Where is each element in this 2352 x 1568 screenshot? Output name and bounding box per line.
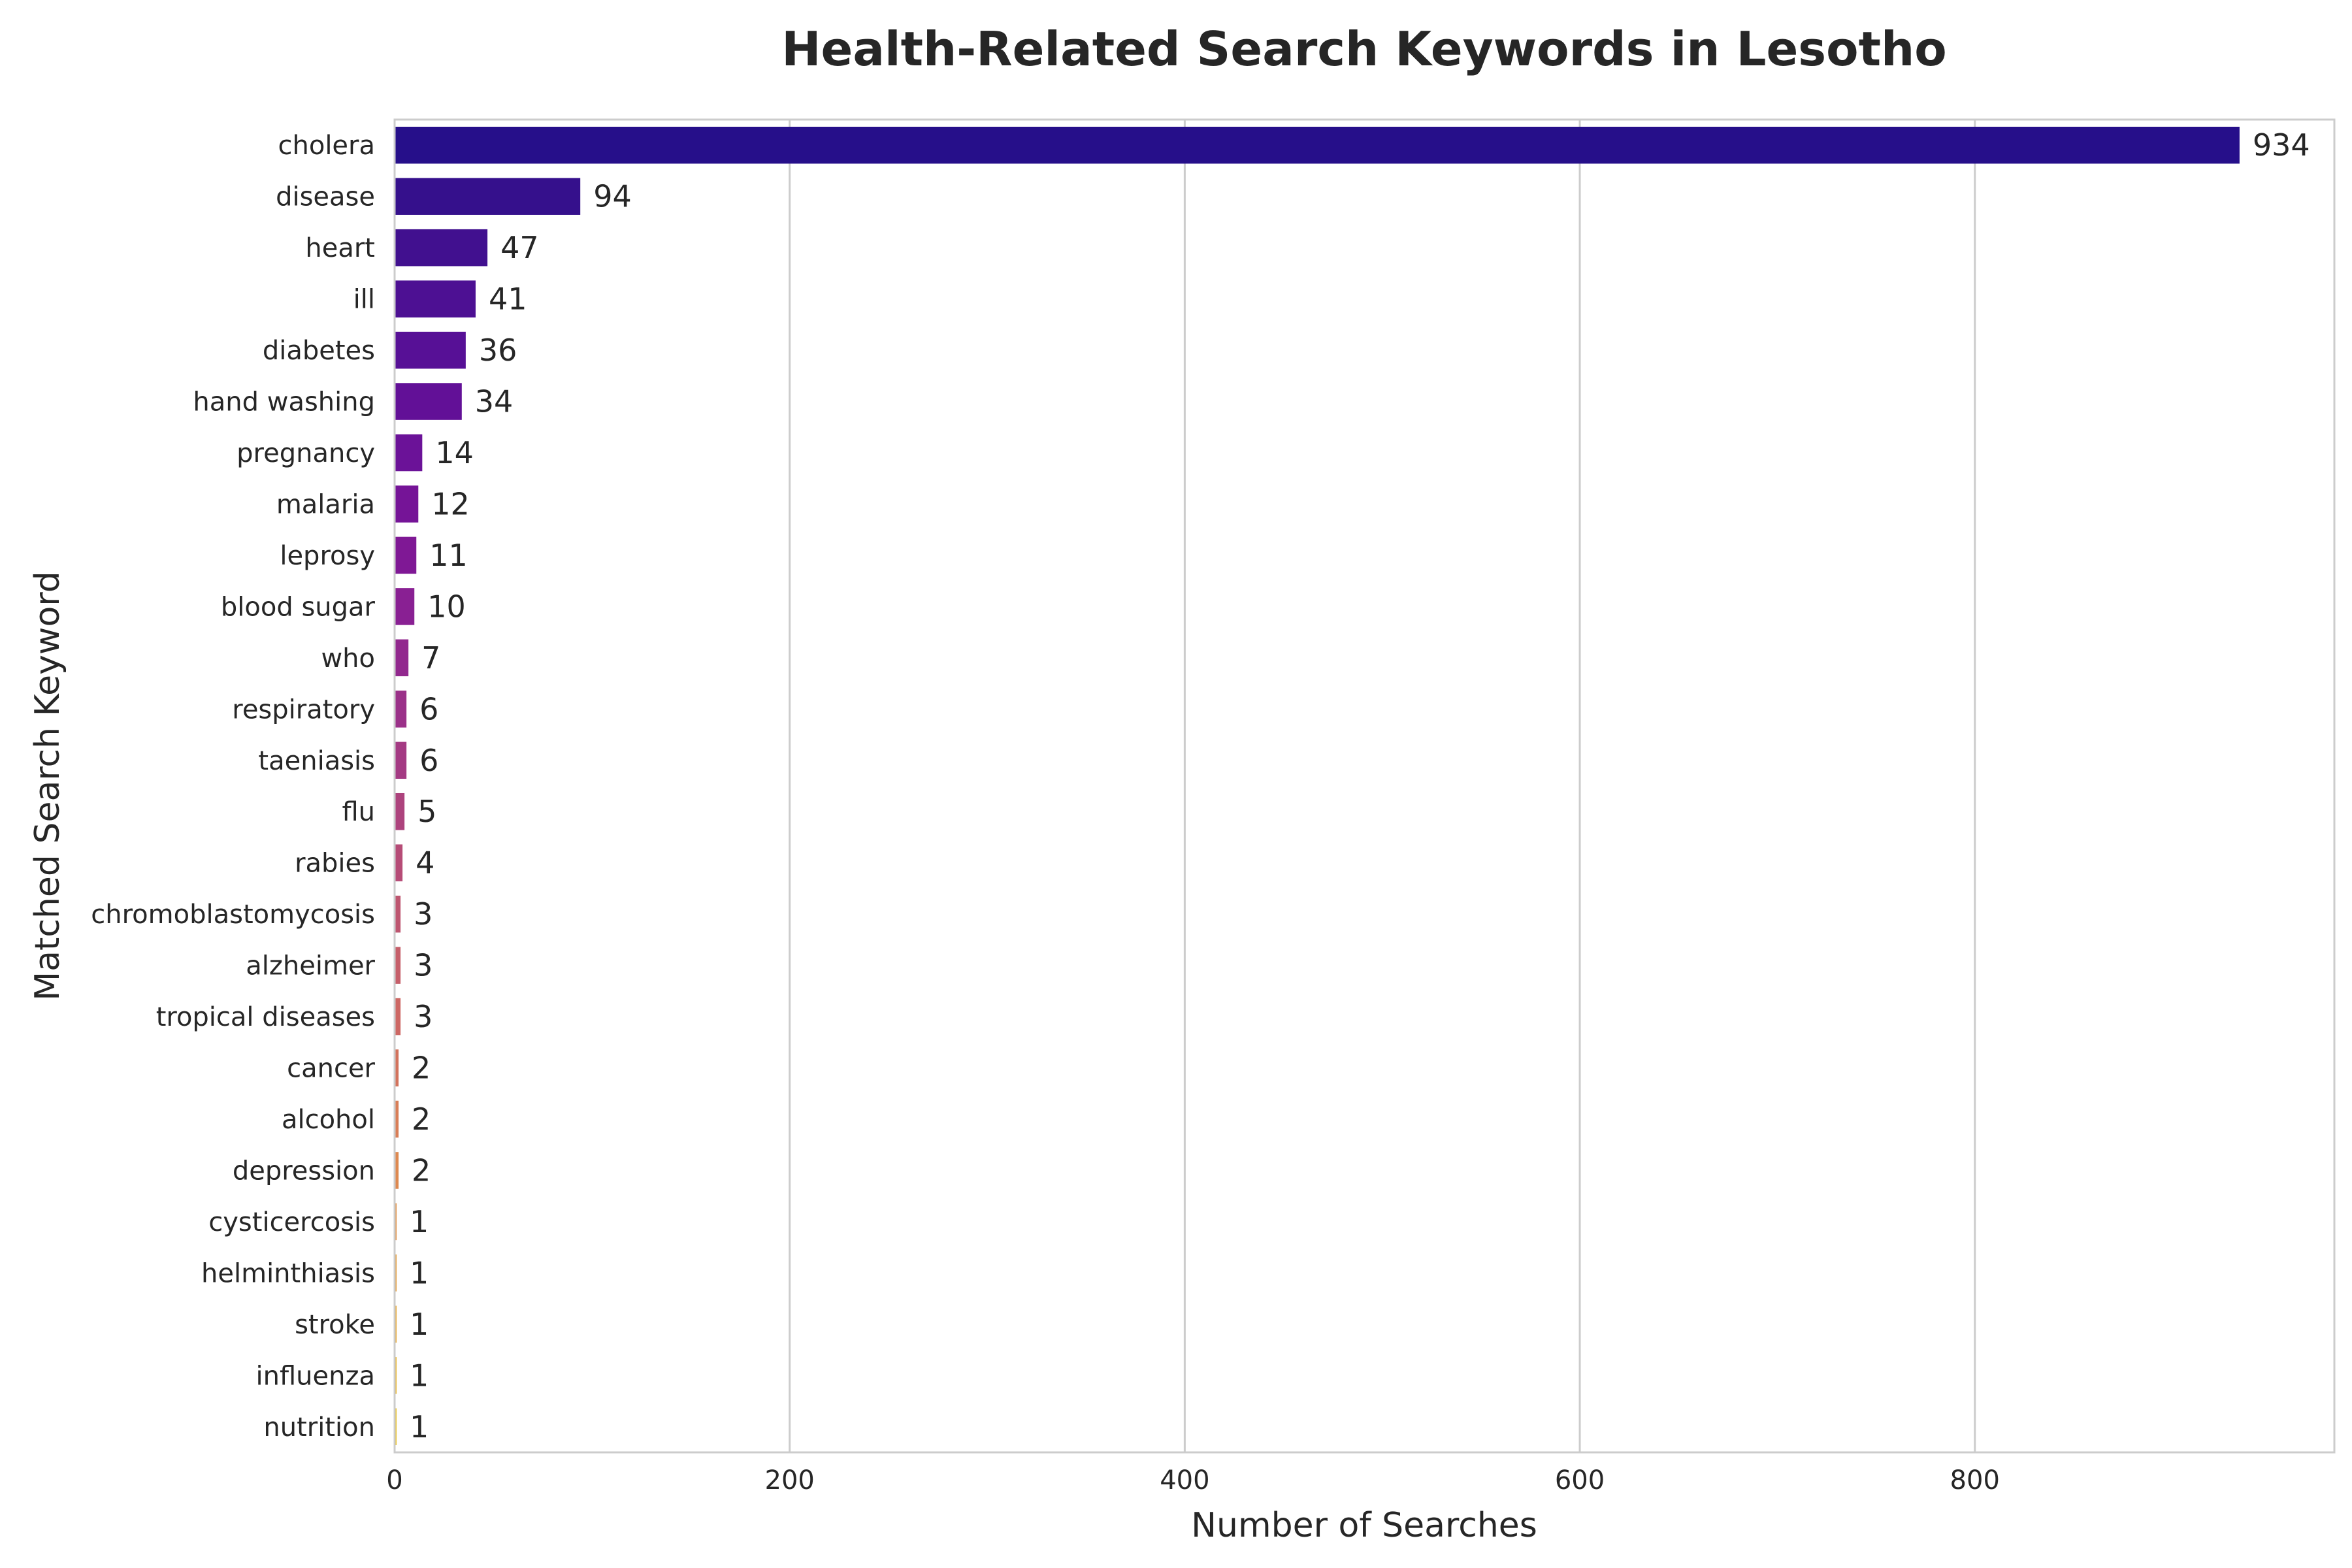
bar-alcohol (395, 1100, 399, 1138)
y-tick-label: cholera (278, 131, 376, 161)
bar-value-label: 5 (417, 794, 436, 829)
bar-value-label: 14 (435, 435, 474, 470)
bar-value-label: 6 (419, 691, 438, 727)
y-tick-label: tropical diseases (156, 1002, 375, 1032)
bar-value-label: 1 (410, 1358, 429, 1393)
bar-value-label: 94 (593, 179, 632, 214)
bar-rabies (395, 844, 403, 881)
bar-nutrition (395, 1408, 397, 1446)
bar-diabetes (395, 331, 466, 369)
bar-value-label: 12 (431, 486, 470, 521)
gridlines (789, 120, 1976, 1452)
y-tick-label: helminthiasis (201, 1258, 375, 1288)
bar-hand-washing (395, 383, 462, 420)
bar-value-label: 3 (414, 999, 433, 1034)
y-tick-label: taeniasis (258, 746, 375, 776)
bar-alzheimer (395, 947, 401, 984)
y-tick-label: hand washing (193, 387, 375, 417)
bar-flu (395, 792, 405, 830)
chart-title: Health-Related Search Keywords in Lesoth… (781, 22, 1947, 76)
bar-who (395, 639, 409, 677)
y-tick-label: leprosy (280, 541, 375, 571)
bar-value-label: 47 (500, 230, 539, 265)
bar-value-label: 2 (412, 1152, 431, 1188)
x-tick-label: 400 (1160, 1465, 1209, 1495)
bar-value-label: 2 (412, 1051, 431, 1086)
bar-depression (395, 1152, 399, 1189)
y-tick-label: ill (353, 285, 375, 315)
x-tick-label: 600 (1555, 1465, 1605, 1495)
bar-value-label: 1 (410, 1409, 429, 1445)
y-tick-label: pregnancy (237, 438, 375, 468)
y-tick-label: blood sugar (221, 592, 376, 622)
bar-blood-sugar (395, 588, 415, 625)
bar-value-label: 1 (410, 1255, 429, 1290)
x-axis-label: Number of Searches (1191, 1506, 1537, 1545)
bar-taeniasis (395, 742, 407, 779)
y-tick-labels: cholera disease heart ill diabetes hand washi… (91, 131, 375, 1443)
y-tick-label: nutrition (263, 1413, 375, 1443)
y-tick-label: malaria (276, 489, 375, 519)
y-tick-label: alzheimer (246, 951, 375, 981)
y-tick-label: chromoblastomycosis (91, 900, 375, 930)
y-tick-label: stroke (295, 1310, 375, 1340)
x-tick-label: 0 (386, 1465, 402, 1495)
bar-tropical-diseases (395, 998, 401, 1036)
bar-value-label: 2 (412, 1102, 431, 1137)
bar-malaria (395, 485, 419, 523)
x-tick-label: 200 (765, 1465, 815, 1495)
bar-chromoblastomycosis (395, 895, 401, 933)
y-tick-label: influenza (256, 1361, 375, 1391)
bar-value-label: 3 (414, 948, 433, 983)
bar-value-label: 1 (410, 1204, 429, 1239)
y-tick-label: disease (276, 182, 375, 212)
bar-value-label: 1 (410, 1307, 429, 1342)
bar-cholera (395, 126, 2240, 164)
y-tick-label: respiratory (232, 694, 375, 725)
bar-leprosy (395, 536, 417, 574)
y-tick-label: cysticercosis (208, 1207, 375, 1237)
bar-heart (395, 229, 488, 267)
y-tick-label: diabetes (263, 336, 375, 366)
bar-value-label: 4 (416, 845, 434, 881)
bar-cysticercosis (395, 1203, 397, 1241)
y-tick-label: depression (233, 1156, 375, 1186)
bar-value-label: 34 (475, 384, 514, 419)
bar-pregnancy (395, 434, 423, 472)
bar-cancer (395, 1049, 399, 1086)
plot-frame (393, 118, 2336, 1454)
bar-value-label: 934 (2253, 127, 2310, 163)
y-tick-label: heart (305, 233, 375, 263)
bar-value-label: 7 (421, 640, 440, 676)
bar-influenza (395, 1357, 397, 1394)
y-tick-label: cancer (287, 1054, 375, 1084)
bar-value-label: 3 (414, 896, 433, 932)
bar-value-label: 36 (479, 333, 517, 368)
bars (395, 126, 2240, 1446)
y-tick-label: flu (342, 797, 375, 827)
bar-ill (395, 280, 476, 318)
y-tick-label: rabies (295, 849, 375, 879)
bar-stroke (395, 1305, 397, 1343)
y-tick-label: alcohol (282, 1105, 375, 1135)
bar-value-label: 10 (427, 589, 466, 624)
y-axis-label: Matched Search Keyword (28, 571, 67, 1000)
bar-helminthiasis (395, 1254, 397, 1292)
x-tick-labels: 0 200 400 600 800 (386, 1465, 2000, 1495)
bar-respiratory (395, 691, 407, 728)
x-tick-label: 800 (1950, 1465, 2000, 1495)
bar-value-label: 41 (489, 282, 527, 317)
bar-disease (395, 178, 581, 215)
bar-value-label: 11 (429, 538, 468, 573)
bar-value-label: 6 (419, 743, 438, 778)
y-tick-label: who (321, 644, 375, 674)
